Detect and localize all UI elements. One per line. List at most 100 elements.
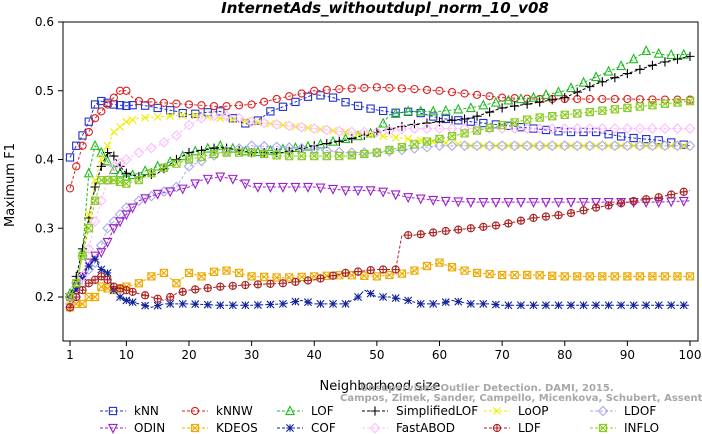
point-lof — [417, 107, 425, 115]
point-cof — [85, 262, 92, 269]
point-cof — [229, 302, 236, 309]
point-odin — [329, 185, 337, 193]
point-kdeos — [448, 264, 455, 271]
point-cof — [292, 298, 299, 305]
point-cof — [154, 302, 161, 309]
point-knn — [430, 113, 437, 120]
point-odin — [492, 199, 500, 207]
legend-item-loop: LoOP — [484, 404, 549, 418]
legend-label: LDOF — [624, 404, 656, 418]
point-kdeos — [461, 267, 468, 274]
point-cof — [467, 300, 474, 307]
legend-item-inflo: INFLO — [590, 421, 659, 434]
point-cof — [392, 295, 399, 302]
legend: kNN kNNW LOF SimplifiedLOF LoOP LDOFODIN KDEOS… — [100, 404, 659, 434]
x-tick-label: 40 — [307, 348, 322, 362]
point-ldf — [79, 287, 86, 294]
point-ldf — [392, 266, 399, 273]
legend-item-knn: kNN — [100, 404, 159, 418]
point-cof — [192, 301, 199, 308]
point-kdeos — [173, 280, 180, 287]
point-ldf — [242, 281, 249, 288]
point-kdeos — [198, 273, 205, 280]
point-cof — [317, 300, 324, 307]
legend-item-knnw: kNNW — [182, 404, 253, 418]
point-odin — [529, 199, 537, 207]
legend-label: KDEOS — [216, 421, 258, 434]
point-kdeos — [561, 273, 568, 280]
legend-item-fastabod: FastABOD — [362, 421, 455, 434]
y-tick-label: 0.6 — [35, 15, 54, 29]
point-cof — [329, 300, 336, 307]
legend-item-cof: COF — [277, 421, 336, 434]
point-kdeos — [135, 280, 142, 287]
point-cof — [517, 302, 524, 309]
point-cof — [442, 299, 449, 306]
legend-item-odin: ODIN — [100, 421, 165, 434]
point-cof — [417, 300, 424, 307]
y-axis-label: Maximum F1 — [3, 143, 18, 227]
point-knnw — [98, 108, 105, 115]
point-kdeos — [148, 273, 155, 280]
point-odin — [479, 199, 487, 207]
point-simplifiedlof — [435, 117, 444, 126]
point-simplifiedlof — [685, 52, 694, 61]
point-cof — [367, 290, 374, 297]
point-cof — [455, 298, 462, 305]
point-ldf — [492, 222, 499, 229]
point-kdeos — [436, 259, 443, 266]
point-kdeos — [185, 269, 192, 276]
point-simplifiedlof — [623, 69, 632, 78]
point-odin — [404, 194, 412, 202]
point-cof — [630, 302, 637, 309]
point-kdeos — [486, 270, 493, 277]
point-ldf — [442, 227, 449, 234]
point-inflo — [423, 138, 430, 145]
point-fastabod — [122, 155, 131, 164]
point-ldf — [643, 196, 650, 203]
point-cof — [217, 302, 224, 309]
point-cof — [505, 302, 512, 309]
legend-label: LOF — [311, 404, 334, 418]
x-tick-label: 70 — [494, 348, 509, 362]
point-knn — [367, 105, 374, 112]
point-lof — [655, 49, 663, 57]
legend-label: COF — [311, 421, 336, 434]
point-ldf — [405, 232, 412, 239]
point-ldf — [580, 207, 587, 214]
point-cof — [542, 302, 549, 309]
point-lof — [554, 88, 562, 96]
point-lof — [617, 61, 625, 69]
point-simplifiedlof — [460, 114, 469, 123]
point-cof — [567, 302, 574, 309]
legend-item-lof: LOF — [277, 404, 334, 418]
series-layer — [65, 46, 694, 312]
point-kdeos — [411, 267, 418, 274]
point-ldf — [455, 226, 462, 233]
point-odin — [517, 199, 525, 207]
legend-label: INFLO — [624, 421, 659, 434]
point-cof — [267, 301, 274, 308]
point-cof — [480, 300, 487, 307]
point-ldf — [279, 280, 286, 287]
legend-marker — [493, 424, 500, 431]
point-cof — [167, 300, 174, 307]
point-ldf — [380, 266, 387, 273]
legend-item-kdeos: KDEOS — [182, 421, 258, 434]
point-kdeos — [586, 273, 593, 280]
point-cof — [279, 300, 286, 307]
point-kdeos — [636, 273, 643, 280]
point-odin — [379, 188, 387, 196]
x-tick-label: 50 — [369, 348, 384, 362]
x-tick-label: 60 — [432, 348, 447, 362]
legend-label: ODIN — [134, 421, 165, 434]
point-cof — [91, 256, 98, 263]
point-cof — [605, 302, 612, 309]
point-cof — [405, 297, 412, 304]
point-cof — [618, 302, 625, 309]
legend-label: LoOP — [518, 404, 549, 418]
point-inflo — [661, 100, 668, 107]
series-knnw — [66, 84, 693, 192]
point-ldf — [329, 272, 336, 279]
point-fastabod — [134, 148, 143, 157]
